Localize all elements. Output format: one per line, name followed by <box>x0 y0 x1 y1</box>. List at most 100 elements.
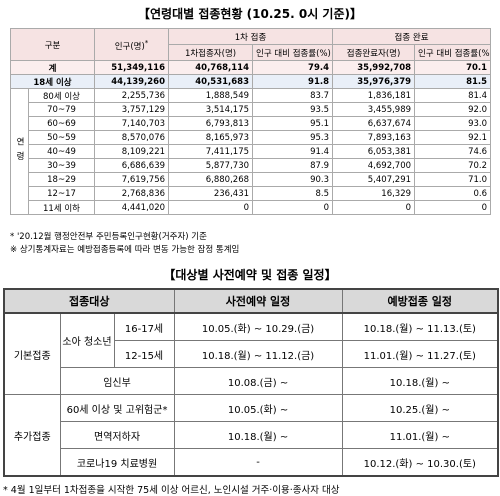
header: 접종완료자(명) <box>332 44 416 61</box>
cell: 90.3 <box>252 172 334 187</box>
header: 사전예약 일정 <box>173 288 343 314</box>
cell: 0 <box>414 200 492 215</box>
cell: 60세 이상 및 고위험군* <box>59 394 175 422</box>
cell: 10.18.(월) ~ <box>173 421 343 449</box>
cell: 10.18.(월) ~ 11.12.(금) <box>173 340 343 368</box>
row-label: 70~79 <box>27 102 96 117</box>
header: 접종대상 <box>3 288 175 314</box>
row: 40~49 8,109,221 7,411,175 91.4 6,053,381 74.6 <box>11 144 492 159</box>
cell: 8.5 <box>252 186 334 201</box>
group-label: 연령 <box>10 88 29 215</box>
cell: 40,531,683 <box>168 74 254 89</box>
cell: 92.1 <box>414 130 492 145</box>
header-row: 접종대상 사전예약 일정 예방접종 일정 <box>3 288 499 314</box>
cell: 92.0 <box>414 102 492 117</box>
cell: 35,992,708 <box>332 60 416 75</box>
cell: 81.4 <box>414 88 492 103</box>
row-label: 계 <box>9 60 96 75</box>
row: 50~59 8,570,076 8,165,973 95.3 7,893,163 92.1 <box>11 130 492 145</box>
cell: 87.9 <box>252 158 334 173</box>
row: 코로나19 치료병원 - 10.12.(화) ~ 10.30.(토) <box>4 448 499 477</box>
cell: 0.6 <box>414 186 492 201</box>
vaccination-table: 구분 인구(명)* 1차 접종 접종 완료 1차접종자(명) 인구 대비 접종률… <box>9 28 492 215</box>
cell: 44,139,260 <box>94 74 170 89</box>
row-label: 11세 이하 <box>27 200 96 215</box>
row-label: 60~69 <box>27 116 96 131</box>
cell: 0 <box>168 200 254 215</box>
cell: 7,411,175 <box>168 144 254 159</box>
row: 계 51,349,116 40,768,114 79.4 35,992,708 70.1 <box>9 60 492 75</box>
cell: 4,692,700 <box>332 158 416 173</box>
row-label: 18~29 <box>27 172 96 187</box>
cell: 95.3 <box>252 130 334 145</box>
note: * '20.12월 행정안전부 주민등록인구현황(거주자) 기준 <box>10 232 207 242</box>
row-label: 40~49 <box>27 144 96 159</box>
cell: 8,570,076 <box>94 130 170 145</box>
cell: 12-15세 <box>113 340 175 368</box>
cell: 면역저하자 <box>59 421 175 449</box>
cell: 6,686,639 <box>94 158 170 173</box>
cell: 10.05.(화) ~ <box>173 394 343 422</box>
row-label: 18세 이상 <box>9 74 96 89</box>
cell: 8,165,973 <box>168 130 254 145</box>
cell: 0 <box>332 200 416 215</box>
cell: 7,140,703 <box>94 116 170 131</box>
row: 기본접종 소아 청소년 16-17세 10.05.(화) ~ 10.29.(금)… <box>3 312 499 395</box>
cell: 6,053,381 <box>332 144 416 159</box>
header-row: 구분 인구(명)* 1차 접종 접종 완료 <box>9 28 492 61</box>
cell: 70.2 <box>414 158 492 173</box>
cell: 3,455,989 <box>332 102 416 117</box>
row-label: 30~39 <box>27 158 96 173</box>
cell: 11.01.(월) ~ 11.27.(토) <box>341 340 499 368</box>
row: 18~29 7,619,756 6,880,268 90.3 5,407,291 71.0 <box>11 172 492 187</box>
cell: 51,349,116 <box>94 60 170 75</box>
cell: 2,768,836 <box>94 186 170 201</box>
cell: 1,888,549 <box>168 88 254 103</box>
cell: 2,255,736 <box>94 88 170 103</box>
cell: 10.08.(금) ~ <box>173 367 343 395</box>
header: 인구 대비 접종률(%) <box>252 44 334 61</box>
cell: 71.0 <box>414 172 492 187</box>
cell: 3,514,175 <box>168 102 254 117</box>
header: 예방접종 일정 <box>341 288 499 314</box>
cell: 10.18.(월) ~ <box>341 367 499 395</box>
row: 60~69 7,140,703 6,793,813 95.1 6,637,674 93.0 <box>11 116 492 131</box>
row: 18세 이상 44,139,260 40,531,683 91.8 35,976,379… <box>9 74 492 89</box>
cell: 93.0 <box>414 116 492 131</box>
cell: 93.5 <box>252 102 334 117</box>
schedule-table: 접종대상 사전예약 일정 예방접종 일정 기본접종 소아 청소년 16-17세 … <box>3 288 500 477</box>
cell: 40,768,114 <box>168 60 254 75</box>
cell: 83.7 <box>252 88 334 103</box>
cell: 4,441,020 <box>94 200 170 215</box>
cell: 10.05.(화) ~ 10.29.(금) <box>173 312 343 341</box>
row-label: 50~59 <box>27 130 96 145</box>
cell: 3,757,129 <box>94 102 170 117</box>
cell: 35,976,379 <box>332 74 416 89</box>
cell: 6,880,268 <box>168 172 254 187</box>
cell: 236,431 <box>168 186 254 201</box>
header: 인구 대비 접종률(%) <box>414 44 492 61</box>
row: 70~79 3,757,129 3,514,175 93.5 3,455,989 92.0 <box>11 102 492 117</box>
cell: 16-17세 <box>113 312 175 341</box>
cell: 임신부 <box>59 367 175 395</box>
header: 인구(명) <box>114 41 145 52</box>
row: 연령 80세 이상 2,255,736 1,888,549 83.7 1,836,181 8… <box>10 88 492 215</box>
row: 11세 이하 4,441,020 0 0 0 0 <box>11 200 492 215</box>
cell: 70.1 <box>414 60 492 75</box>
note: ※ 상기통계자료는 예방접종등록에 따라 변동 가능한 잠정 통계임 <box>10 245 240 255</box>
subgroup: 소아 청소년 <box>59 312 115 368</box>
group: 기본접종 <box>3 312 61 395</box>
cell: 10.12.(화) ~ 10.30.(토) <box>341 448 499 477</box>
row: 임신부 10.08.(금) ~ 10.18.(월) ~ <box>4 367 499 395</box>
cell: 10.25.(월) ~ <box>341 394 499 422</box>
group: 추가접종 <box>3 394 61 477</box>
cell: 7,893,163 <box>332 130 416 145</box>
cell: - <box>173 448 343 477</box>
cell: 11.01.(월) ~ <box>341 421 499 449</box>
header: 인구(명)* <box>94 28 170 61</box>
row: 추가접종 60세 이상 및 고위험군* 10.05.(화) ~ 10.25.(월… <box>3 394 499 477</box>
cell: 8,109,221 <box>94 144 170 159</box>
header: 1차 접종 <box>168 28 334 45</box>
cell: 5,407,291 <box>332 172 416 187</box>
